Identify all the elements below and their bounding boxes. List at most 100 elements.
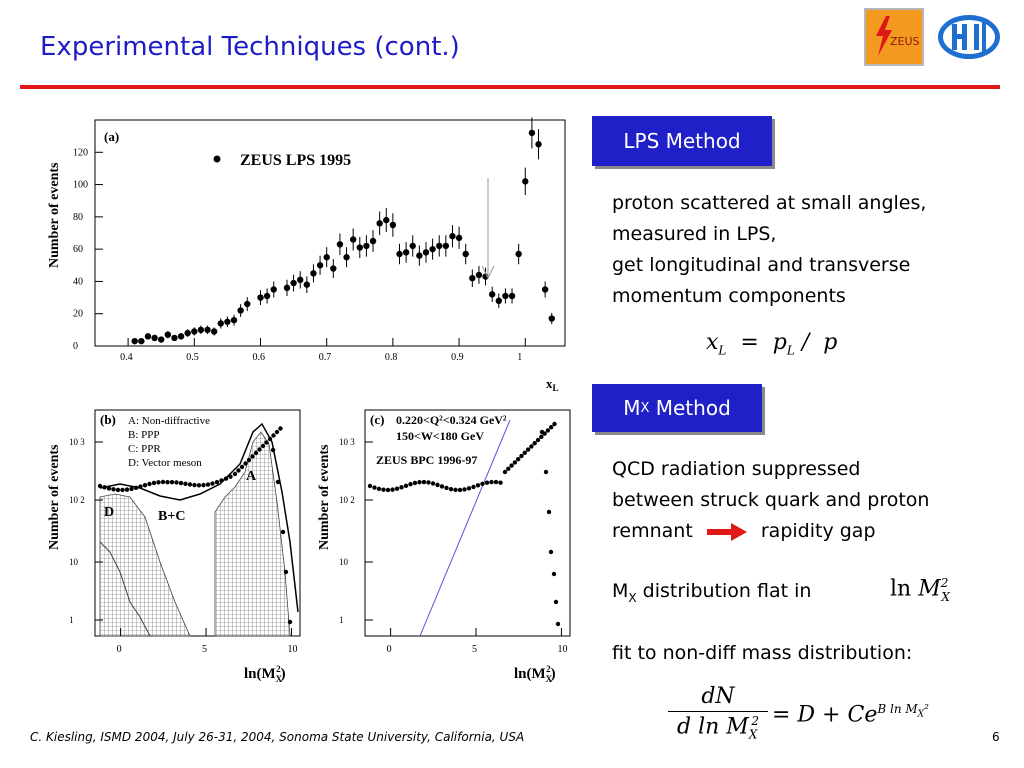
data-point	[383, 216, 390, 224]
data-point	[390, 487, 395, 492]
data-point	[385, 487, 391, 493]
y-tick-label: 10 2	[339, 495, 355, 505]
data-point	[330, 265, 337, 272]
data-point	[177, 333, 185, 340]
x-tick-label: 10	[557, 644, 567, 655]
data-point	[549, 425, 554, 430]
data-point	[97, 483, 103, 489]
data-point	[548, 549, 554, 555]
data-point	[408, 482, 413, 487]
panel-c-label: (c)	[370, 412, 384, 427]
data-point	[228, 474, 233, 479]
data-point	[144, 333, 152, 340]
data-point	[271, 433, 276, 438]
x-tick-label: 10	[287, 644, 297, 655]
x-tick-label: 5	[472, 644, 477, 655]
data-point	[275, 479, 281, 485]
mx-flat-text: MX distribution flat in	[612, 580, 812, 605]
lps-line: momentum components	[612, 285, 846, 307]
data-point	[239, 464, 245, 470]
data-point	[157, 336, 165, 343]
data-point	[343, 254, 350, 261]
data-point	[210, 328, 218, 335]
data-point	[539, 429, 545, 435]
data-point	[412, 480, 418, 486]
data-point	[297, 276, 304, 284]
data-point	[435, 482, 440, 488]
data-point	[515, 250, 522, 258]
x-tick-label: 0	[117, 644, 122, 655]
data-point	[475, 483, 481, 488]
hist-b-a	[214, 431, 291, 637]
data-point	[205, 482, 211, 487]
data-point	[508, 292, 516, 300]
data-point	[160, 479, 166, 485]
data-point	[369, 237, 377, 245]
x-tick-label: 0.8	[385, 352, 398, 363]
data-point	[449, 233, 456, 240]
x-tick-label: 0	[387, 644, 392, 655]
y-tick-label: 100	[73, 180, 88, 191]
data-point	[535, 437, 541, 443]
data-point	[416, 252, 423, 259]
data-point	[555, 621, 561, 627]
mx-line: remnant rapidity gap	[612, 520, 876, 542]
data-point	[174, 480, 179, 485]
data-point	[475, 271, 483, 279]
data-point	[462, 487, 467, 492]
plot-a: 0.4 0.5 0.6 0.7 0.8 0.9 1 0 20 40 60 80 100 120 (a) Z…	[40, 108, 580, 398]
data-point	[191, 328, 198, 335]
data-point	[439, 484, 445, 489]
lps-line: proton scattered at small angles,	[612, 192, 927, 214]
data-point	[187, 482, 193, 487]
data-point	[151, 334, 158, 342]
data-point	[516, 457, 521, 462]
data-point	[522, 450, 527, 455]
data-point	[102, 485, 107, 490]
fit-formula-fraction: dN d ln MX2	[668, 684, 768, 742]
data-point	[532, 441, 537, 446]
data-point	[519, 453, 524, 459]
x-tick-label: 1	[517, 352, 522, 363]
data-point	[201, 482, 206, 488]
data-point	[210, 481, 215, 486]
annot-c-2: ZEUS BPC 1996-97	[376, 453, 477, 467]
data-point	[553, 599, 559, 605]
fit-formula-rhs: = D + CeB ln MX²	[772, 702, 929, 728]
data-point	[183, 481, 188, 487]
data-point	[111, 487, 116, 492]
legend-b-3: D: Vector meson	[128, 457, 202, 469]
data-point	[488, 291, 496, 298]
data-point	[349, 236, 357, 243]
data-point	[287, 619, 293, 625]
data-point	[106, 486, 112, 491]
ln-mx-formula: ln M2X	[890, 576, 950, 604]
data-point	[429, 245, 436, 253]
data-point	[363, 242, 370, 250]
data-point	[522, 178, 529, 185]
data-point	[546, 509, 552, 515]
y-tick-label: 20	[73, 309, 83, 320]
data-point	[129, 486, 134, 492]
x-tick-label: 0.9	[451, 352, 464, 363]
plot-c: 0 5 10 1 10 10 2 10 3 (c) 0.220<Q²<0.324 GeV² …	[310, 402, 580, 692]
y-tick-label: 40	[73, 276, 83, 287]
fit-text: fit to non-diff mass distribution:	[612, 642, 913, 664]
data-point	[232, 471, 238, 477]
data-point	[551, 571, 557, 577]
data-point	[539, 434, 544, 439]
slide-footer: C. Kiesling, ISMD 2004, July 26-31, 2004…	[30, 730, 525, 744]
fit-numerator: dN	[668, 684, 768, 712]
data-point	[278, 426, 283, 431]
data-point	[192, 482, 197, 488]
lps-description: proton scattered at small angles, measur…	[612, 188, 1012, 312]
data-point	[303, 281, 311, 288]
data-point	[436, 242, 443, 250]
data-point	[493, 479, 499, 485]
data-point	[462, 250, 469, 258]
legend-b-2: C: PPR	[128, 443, 161, 455]
data-point	[548, 315, 555, 322]
data-point	[336, 241, 344, 248]
data-point	[552, 421, 557, 427]
